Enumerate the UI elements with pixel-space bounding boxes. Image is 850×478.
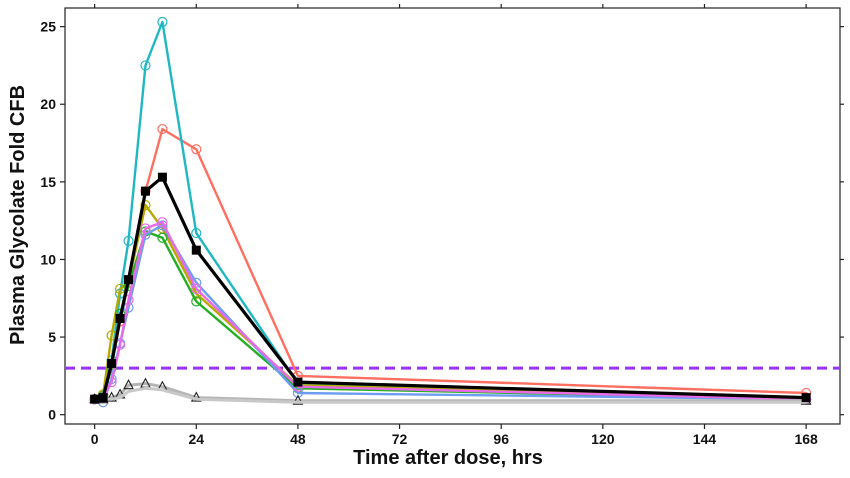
y-axis-title: Plasma Glycolate Fold CFB [7, 85, 29, 345]
y-tick-label: 20 [40, 96, 56, 112]
data-point [157, 123, 168, 135]
data-point [292, 394, 304, 405]
data-point [140, 186, 150, 196]
data-point [123, 379, 134, 390]
series-line [93, 221, 808, 401]
data-point [140, 223, 151, 234]
x-tick-label: 120 [591, 431, 615, 447]
data-point [191, 296, 202, 307]
data-point [191, 245, 201, 255]
x-tick-label: 0 [91, 431, 99, 447]
data-point [123, 235, 134, 246]
series-8 [90, 172, 811, 404]
data-point [191, 227, 202, 239]
data-point [191, 283, 202, 295]
data-point [157, 16, 168, 28]
data-point [115, 313, 125, 323]
data-point [157, 172, 167, 182]
data-point [157, 220, 168, 231]
x-tick-label: 96 [493, 431, 509, 447]
x-tick-label: 48 [290, 431, 306, 447]
y-tick-label: 10 [40, 251, 56, 267]
data-point [190, 391, 202, 402]
data-point [140, 60, 151, 71]
data-point [801, 393, 811, 403]
x-tick-label: 168 [794, 431, 818, 447]
data-point [293, 377, 303, 387]
series-line [93, 175, 808, 401]
y-tick-label: 15 [40, 174, 56, 190]
data-point [107, 358, 117, 368]
y-tick-label: 5 [48, 329, 56, 345]
data-point [191, 144, 202, 155]
x-tick-label: 72 [392, 431, 408, 447]
data-point [157, 232, 168, 243]
data-point [140, 200, 151, 211]
x-tick-label: 24 [188, 431, 204, 447]
data-point [292, 387, 304, 399]
data-point [90, 394, 100, 404]
x-tick-label: 144 [693, 431, 717, 447]
y-tick-label: 0 [48, 407, 56, 423]
data-point [124, 275, 134, 285]
data-point [98, 393, 108, 403]
data-point [106, 391, 117, 402]
data-point [157, 217, 168, 228]
x-axis-title: Time after dose, hrs [353, 447, 543, 469]
y-tick-label: 25 [40, 19, 56, 35]
